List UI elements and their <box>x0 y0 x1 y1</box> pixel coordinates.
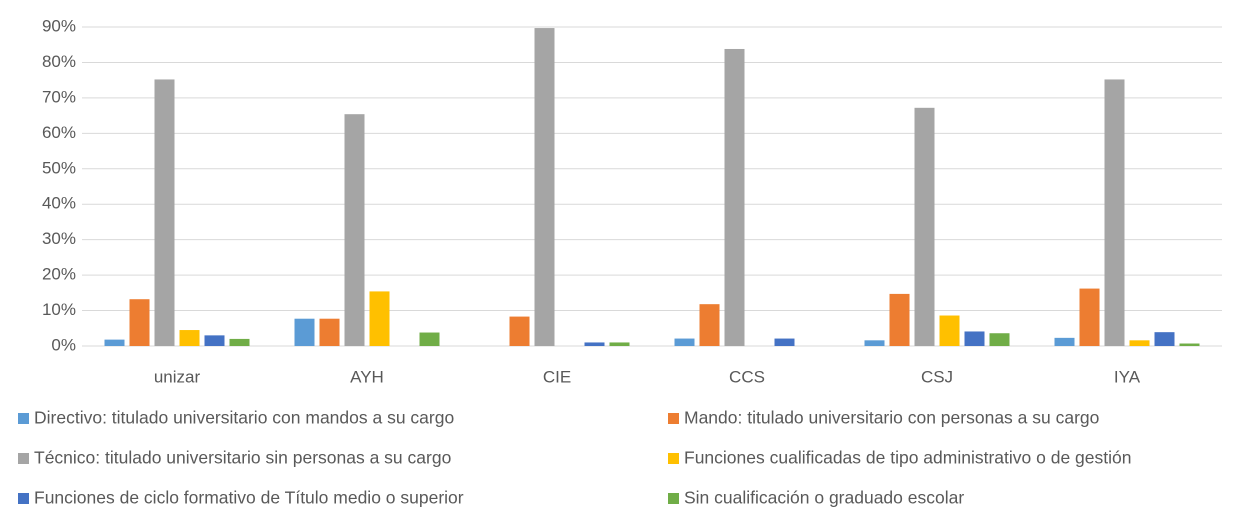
bar <box>204 335 225 346</box>
y-tick-label: 70% <box>42 87 76 106</box>
bar <box>914 107 935 347</box>
bar <box>179 330 200 346</box>
bar <box>864 340 885 346</box>
y-tick-label: 90% <box>42 16 76 35</box>
bar <box>534 28 555 347</box>
bar <box>509 316 530 346</box>
bar <box>1179 343 1200 346</box>
bar <box>674 338 695 346</box>
bar <box>104 339 125 346</box>
bar <box>774 338 795 346</box>
legend-label: Mando: titulado universitario con person… <box>684 408 1099 428</box>
legend-label: Funciones cualificadas de tipo administr… <box>684 448 1131 468</box>
bar <box>584 342 605 346</box>
bar <box>229 338 250 346</box>
y-tick-label: 80% <box>42 52 76 71</box>
y-tick-label: 20% <box>42 265 76 284</box>
bar <box>609 342 630 346</box>
y-tick-label: 10% <box>42 300 76 319</box>
x-tick-label: CCS <box>729 367 765 386</box>
y-tick-label: 30% <box>42 229 76 248</box>
bar <box>369 291 390 346</box>
y-tick-label: 40% <box>42 194 76 213</box>
bar <box>1104 79 1125 347</box>
legend-swatch <box>668 453 679 464</box>
bar <box>1129 340 1150 346</box>
legend-swatch <box>668 493 679 504</box>
legend-label: Técnico: titulado universitario sin pers… <box>34 448 451 468</box>
bar <box>419 332 440 346</box>
x-tick-label: CIE <box>543 367 571 386</box>
legend-label: Directivo: titulado universitario con ma… <box>34 408 454 428</box>
bar <box>1154 332 1175 346</box>
legend-swatch <box>18 413 29 424</box>
y-tick-label: 50% <box>42 158 76 177</box>
bar <box>154 79 175 347</box>
legend-swatch <box>18 453 29 464</box>
x-tick-label: CSJ <box>921 367 953 386</box>
bar <box>889 293 910 346</box>
bar <box>939 315 960 346</box>
legend-label: Sin cualificación o graduado escolar <box>684 488 964 508</box>
bar <box>294 318 315 346</box>
bar <box>989 333 1010 346</box>
y-tick-label: 0% <box>51 335 76 354</box>
bar <box>1079 288 1100 346</box>
bar <box>699 304 720 346</box>
legend-swatch <box>668 413 679 424</box>
y-tick-label: 60% <box>42 123 76 142</box>
bar <box>319 318 340 346</box>
bar <box>1054 337 1075 346</box>
bar <box>344 114 365 347</box>
bar <box>964 331 985 346</box>
bar <box>724 48 745 346</box>
x-tick-label: unizar <box>154 367 201 386</box>
legend-label: Funciones de ciclo formativo de Título m… <box>34 488 464 508</box>
x-tick-label: IYA <box>1114 367 1141 386</box>
bar <box>129 299 150 346</box>
legend-swatch <box>18 493 29 504</box>
x-tick-label: AYH <box>350 367 384 386</box>
